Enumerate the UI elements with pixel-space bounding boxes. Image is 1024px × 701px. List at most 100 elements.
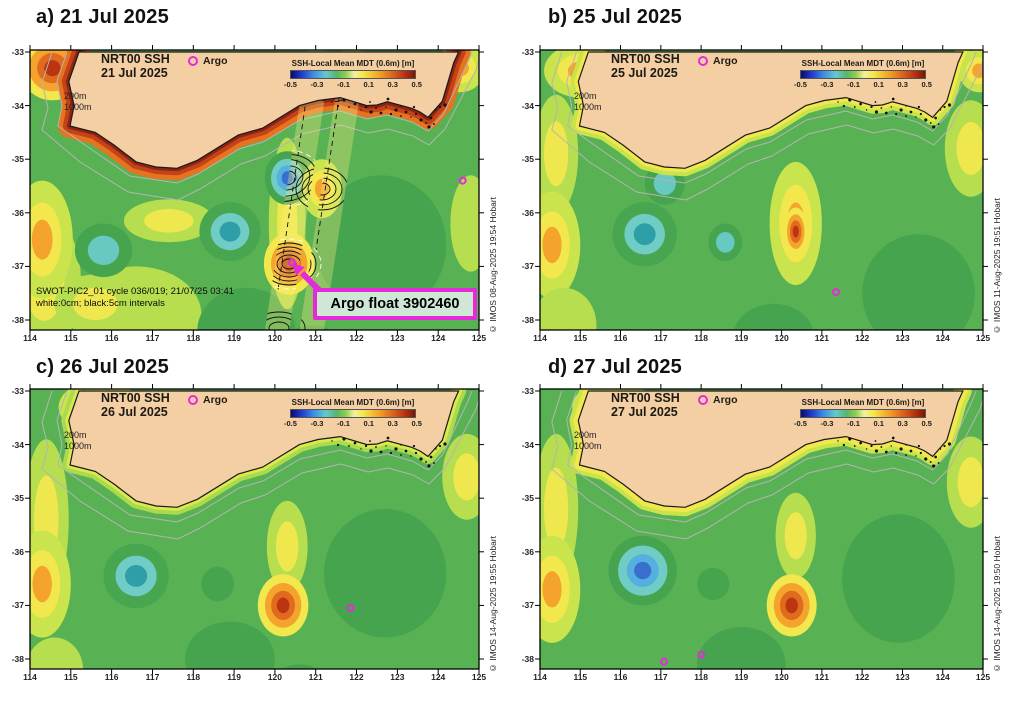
argo-marker-icon [698, 56, 708, 66]
map-legend: NRT00 SSH 21 Jul 2025 [101, 52, 170, 80]
colorbar-tick-label: 0.5 [411, 80, 422, 89]
map-layers [540, 50, 983, 330]
isobath-labels: 200m 1000m [574, 430, 602, 452]
swot-note: SWOT-PIC2_01 cycle 036/019; 21/07/25 03:… [36, 286, 234, 310]
plot-border [539, 49, 984, 331]
y-tick-label: -38 [521, 315, 534, 325]
axis-ticks [535, 384, 988, 674]
colorbar-tick-label: -0.3 [310, 80, 324, 89]
colorbar-gradient [800, 409, 926, 418]
x-tick-label: 114 [533, 333, 547, 343]
y-tick-label: -33 [11, 47, 24, 57]
map-legend: NRT00 SSH 27 Jul 2025 [611, 391, 680, 419]
legend-product: NRT00 SSH [611, 391, 680, 405]
x-tick-label: 117 [145, 672, 160, 682]
colorbar: SSH-Local Mean MDT (0.6m) [m] -0.5 -0.3 -0… [283, 59, 423, 89]
map-layers [30, 389, 479, 669]
y-tick-label: -37 [521, 600, 534, 611]
y-tick-label: -34 [11, 439, 24, 450]
colorbar-title: SSH-Local Mean MDT (0.6m) [m] [291, 398, 415, 407]
argo-marker-icon [698, 395, 708, 405]
y-tick-label: -38 [11, 654, 24, 664]
x-tick-label: 117 [653, 333, 668, 343]
panel-c: c) 26 Jul 2025 NRT00 SSH 26 Jul 2025 Arg… [0, 350, 512, 700]
coastal-islands [331, 436, 447, 468]
panel-title: a) 21 Jul 2025 [36, 6, 169, 28]
isobath-labels: 200m 1000m [574, 91, 602, 113]
legend-product: NRT00 SSH [101, 391, 170, 405]
y-tick-label: -35 [521, 154, 534, 165]
colorbar-tick-label: 0.3 [897, 419, 908, 428]
isobath-1000m [41, 51, 479, 201]
panel-a: a) 21 Jul 2025 NRT00 SSH 21 Jul 2025 Arg… [0, 0, 512, 350]
land-australia [68, 51, 460, 169]
y-tick-label: -34 [521, 439, 534, 450]
y-tick-label: -37 [11, 600, 24, 611]
isobath-labels: 200m 1000m [64, 91, 92, 113]
ssh-map-svg [535, 384, 988, 674]
x-tick-label: 116 [613, 672, 628, 682]
map-plot: NRT00 SSH 27 Jul 2025 Argo SSH-Local Mea… [522, 384, 1002, 682]
argo-float-marker [697, 650, 706, 659]
colorbar-tick-label: 0.5 [921, 80, 932, 89]
legend-date: 26 Jul 2025 [101, 405, 168, 419]
colorbar-tick-label: -0.1 [337, 419, 350, 428]
legend-product: NRT00 SSH [101, 52, 170, 66]
isobath-1000m-label: 1000m [64, 441, 92, 451]
colorbar-title: SSH-Local Mean MDT (0.6m) [m] [801, 59, 925, 68]
colorbar-tick-label: -0.3 [310, 419, 324, 428]
x-tick-label: 125 [975, 333, 991, 343]
imos-credit: © IMOS 11-Aug-2025 19:51 Hobart [992, 197, 1002, 334]
coastal-islands [837, 97, 952, 129]
colorbar-tick-label: -0.1 [337, 80, 350, 89]
y-tick-label: -36 [11, 546, 24, 557]
x-tick-label: 124 [935, 333, 950, 343]
colorbar-title: SSH-Local Mean MDT (0.6m) [m] [291, 59, 415, 68]
colorbar-tick-label: -0.1 [847, 419, 860, 428]
x-tick-label: 121 [814, 333, 829, 343]
x-tick-label: 116 [613, 333, 628, 343]
map-legend: NRT00 SSH 25 Jul 2025 [611, 52, 680, 80]
coastal-islands [837, 436, 952, 468]
colorbar-tick-label: -0.5 [794, 419, 807, 428]
argo-legend: Argo [698, 55, 738, 67]
coastal-islands [331, 97, 447, 129]
x-tick-label: 116 [104, 672, 119, 682]
argo-float-marker [346, 604, 355, 613]
map-plot: NRT00 SSH 25 Jul 2025 Argo SSH-Local Mea… [522, 45, 1002, 343]
swot-contour-note: white:0cm; black:5cm intervals [36, 298, 165, 309]
x-tick-label: 114 [533, 672, 547, 682]
ssh-map-svg [25, 384, 484, 674]
imos-credit: © IMOS 14-Aug-2025 19:50 Hobart [992, 535, 1002, 673]
colorbar-tick-label: 0.5 [921, 419, 932, 428]
colorbar-tick-label: 0.1 [363, 419, 374, 428]
colorbar: SSH-Local Mean MDT (0.6m) [m] -0.5 -0.3 -0… [793, 398, 933, 428]
isobath-1000m [41, 390, 479, 540]
colorbar: SSH-Local Mean MDT (0.6m) [m] -0.5 -0.3 -0… [793, 59, 933, 89]
colorbar-tick-label: 0.1 [363, 80, 374, 89]
y-tick-label: -35 [11, 493, 24, 504]
x-tick-label: 119 [734, 672, 749, 682]
x-tick-label: 120 [774, 672, 789, 682]
plot-border [29, 388, 480, 670]
map-legend: NRT00 SSH 26 Jul 2025 [101, 391, 170, 419]
x-tick-label: 119 [227, 672, 241, 682]
x-tick-label: 123 [895, 672, 910, 682]
colorbar-ticks: -0.5 -0.3 -0.1 0.1 0.3 0.5 [793, 419, 933, 428]
x-tick-label: 123 [895, 333, 910, 343]
panel-title: b) 25 Jul 2025 [548, 6, 682, 28]
isobath-1000m-label: 1000m [574, 441, 602, 451]
panel-title: c) 26 Jul 2025 [36, 356, 169, 378]
x-tick-label: 122 [349, 333, 364, 343]
x-tick-label: 115 [63, 672, 78, 682]
argo-float-marker [660, 657, 668, 666]
x-tick-label: 120 [267, 333, 282, 343]
colorbar-tick-label: -0.3 [820, 419, 834, 428]
argo-legend-label: Argo [203, 394, 228, 406]
isobath-1000m-label: 1000m [574, 102, 602, 112]
plot-border [539, 388, 984, 670]
isobath-1000m [551, 51, 983, 201]
legend-date: 21 Jul 2025 [101, 66, 168, 80]
x-tick-label: 116 [104, 333, 119, 343]
isobath-200m-label: 200m [574, 430, 597, 440]
